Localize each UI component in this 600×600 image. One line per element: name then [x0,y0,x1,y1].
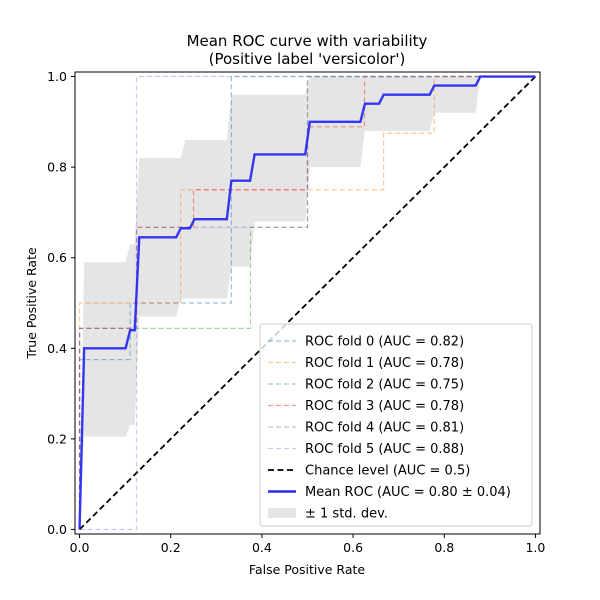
legend: ROC fold 0 (AUC = 0.82) ROC fold 1 (AUC =… [259,323,533,527]
plot-marks [78,75,537,531]
legend-label: ROC fold 5 (AUC = 0.88) [305,442,464,457]
roc-fold-0-line [78,75,536,530]
legend-box [259,323,533,527]
mean-roc-line [78,75,536,530]
x-tick-label: 0.4 [252,540,272,555]
x-tick-label: 0.8 [434,540,454,555]
plot-area [78,75,537,531]
y-tick-label: 0.8 [47,160,67,175]
legend-label: Chance level (AUC = 0.5) [305,464,470,479]
legend-label: ROC fold 0 (AUC = 0.82) [305,335,464,350]
std-dev-band [79,76,536,530]
legend-label: Mean ROC (AUC = 0.80 ± 0.04) [305,485,511,500]
axes: 0.0 0.2 0.4 0.6 0.8 1.0 0.0 0.2 0.4 0.6 0.8 1.0 [47,69,545,555]
y-tick-label: 0.6 [47,250,67,265]
x-axis-label: False Positive Rate [249,562,365,577]
legend-swatch-std-band [268,508,296,518]
legend-label: ROC fold 4 (AUC = 0.81) [305,421,464,436]
legend-label: ROC fold 3 (AUC = 0.78) [305,399,464,414]
roc-fold-4-line [78,75,536,530]
legend-label: ± 1 std. dev. [305,507,388,522]
legend-label: ROC fold 2 (AUC = 0.75) [305,378,464,393]
legend-label: ROC fold 1 (AUC = 0.78) [305,356,464,371]
y-tick-label: 0.4 [47,341,67,356]
chart-title: Mean ROC curve with variability [187,32,428,50]
y-tick-label: 0.0 [47,522,67,537]
roc-fold-5-line [79,75,536,531]
chance-level-line [78,75,537,531]
x-tick-label: 0.2 [161,540,181,555]
chart-subtitle: (Positive label 'versicolor') [209,50,406,68]
y-tick-label: 1.0 [47,69,67,84]
y-axis-label: True Positive Rate [24,247,39,360]
x-tick-label: 0.6 [343,540,363,555]
y-tick-label: 0.2 [47,431,67,446]
roc-fold-1-line [78,75,536,530]
axes-frame [74,71,541,535]
x-tick-label: 0.0 [70,540,90,555]
x-tick-label: 1.0 [525,540,545,555]
roc-fold-2-line [78,75,536,530]
